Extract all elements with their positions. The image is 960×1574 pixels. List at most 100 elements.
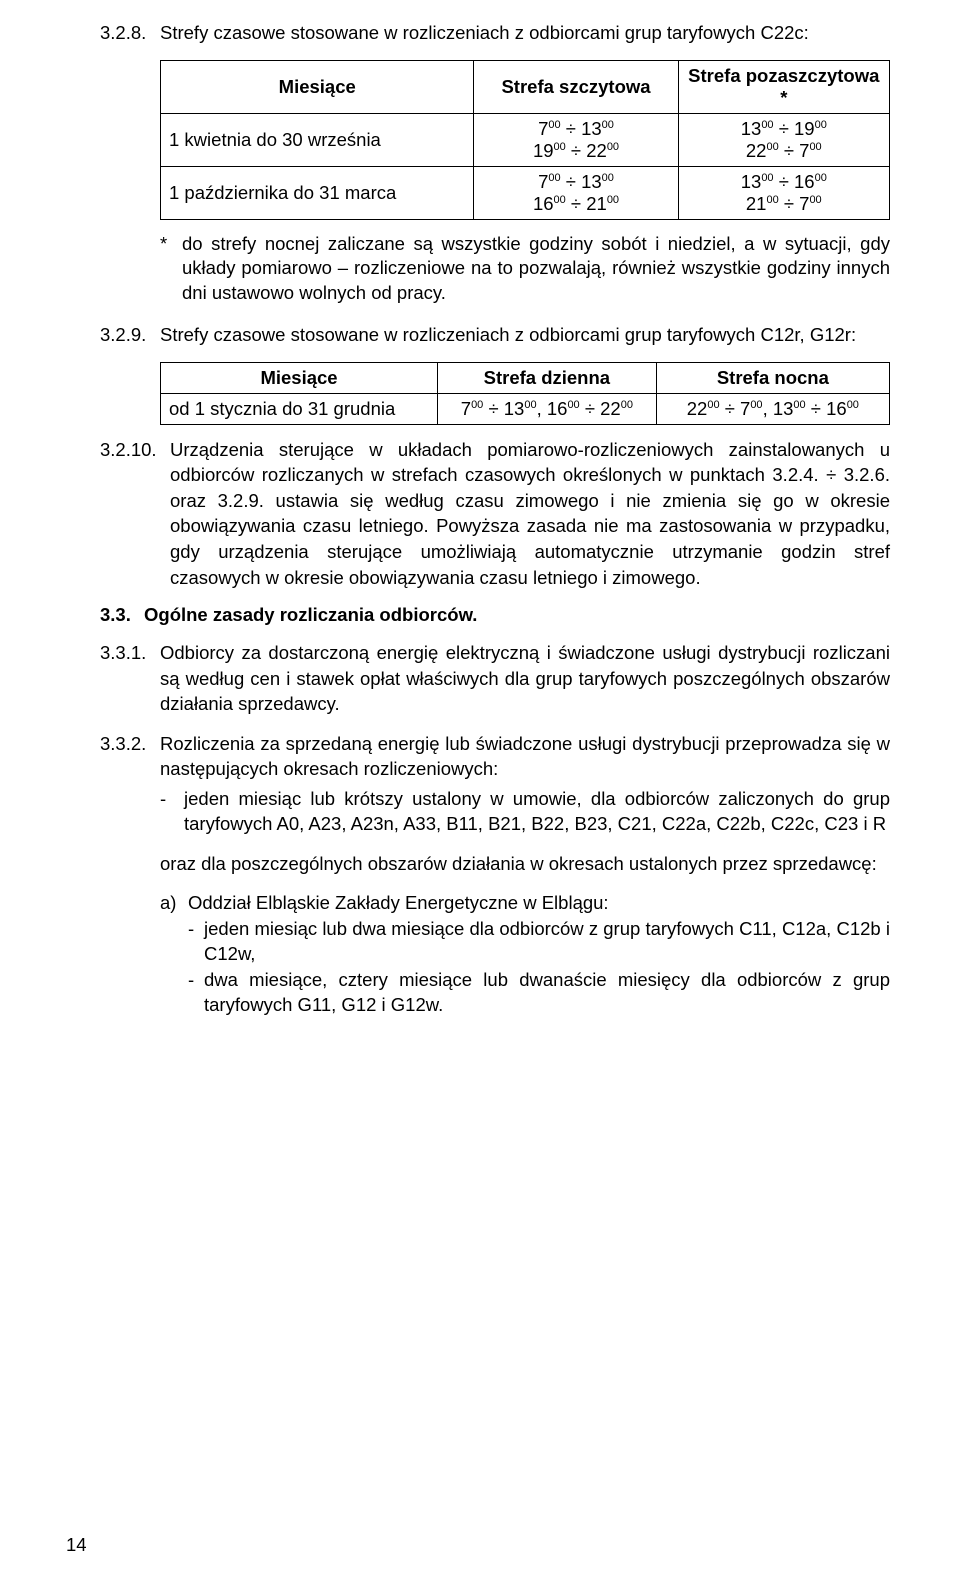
item-number: 3.3.2. [100,731,160,757]
heading-text: Ogólne zasady rozliczania odbiorców. [144,604,477,626]
item-text: Rozliczenia za sprzedaną energię lub świ… [160,731,890,782]
item-text: Strefy czasowe stosowane w rozliczeniach… [160,322,890,348]
sup: 00 [809,140,821,152]
th-offpeak: Strefa pozaszczytowa * [678,60,889,113]
t: 21 [746,193,767,214]
t: ÷ 22 [580,398,621,419]
sup: 00 [607,193,619,205]
sup: 00 [766,193,778,205]
table-329-wrap: Miesiące Strefa dzienna Strefa nocna od … [100,362,890,425]
item-3-3-1: 3.3.1. Odbiorcy za dostarczoną energię e… [100,640,890,717]
sub-dash-item: - jeden miesiąc lub dwa miesiące dla odb… [160,916,890,967]
dash-text: jeden miesiąc lub krótszy ustalony w umo… [184,786,890,837]
t: , 13 [763,398,794,419]
page: 3.2.8. Strefy czasowe stosowane w rozlic… [0,0,960,1574]
sup: 00 [847,399,859,411]
table-329: Miesiące Strefa dzienna Strefa nocna od … [160,362,890,425]
sup: 00 [602,171,614,183]
footnote-text: do strefy nocnej zaliczane są wszystkie … [182,232,890,307]
t: 13 [741,171,762,192]
th-peak: Strefa szczytowa [474,60,678,113]
table-row: od 1 stycznia do 31 grudnia 700 ÷ 1300, … [161,393,890,424]
sup: 00 [750,399,762,411]
heading-3-3: 3.3. Ogólne zasady rozliczania odbiorców… [100,604,890,626]
footnote: * do strefy nocnej zaliczane są wszystki… [160,232,890,307]
heading-number: 3.3. [100,604,144,626]
t: ÷ 16 [806,398,847,419]
t: 7 [538,118,548,139]
sup: 00 [548,171,560,183]
t: 13 [741,118,762,139]
t: ÷ 22 [566,140,607,161]
cell-offpeak: 1300 ÷ 1600 2100 ÷ 700 [678,166,889,219]
th-night: Strefa nocna [656,362,889,393]
table-header-row: Miesiące Strefa dzienna Strefa nocna [161,362,890,393]
t: , 16 [537,398,568,419]
sup: 00 [602,118,614,130]
footnote-star: * [160,232,182,307]
th-day: Strefa dzienna [438,362,657,393]
sup: 00 [761,118,773,130]
item-3-2-9: 3.2.9. Strefy czasowe stosowane w rozlic… [100,322,890,348]
item-number: 3.3.1. [100,640,160,666]
sup: 00 [554,140,566,152]
th-months: Miesiące [161,362,438,393]
table-328-wrap: Miesiące Strefa szczytowa Strefa pozaszc… [100,60,890,307]
t: ÷ 13 [483,398,524,419]
t: 16 [533,193,554,214]
t: 19 [533,140,554,161]
page-number: 14 [66,1534,87,1556]
t: ÷ 13 [561,171,602,192]
sup: 00 [815,171,827,183]
table-row: 1 października do 31 marca 700 ÷ 1300 16… [161,166,890,219]
item-3-2-10: 3.2.10. Urządzenia sterujące w układach … [100,437,890,590]
cell-months: 1 kwietnia do 30 września [161,113,474,166]
sup: 00 [607,140,619,152]
sup: 00 [793,399,805,411]
t: ÷ 7 [779,193,810,214]
cell-peak: 700 ÷ 1300 1900 ÷ 2200 [474,113,678,166]
t: ÷ 19 [774,118,815,139]
dash-text: dwa miesiące, cztery miesiące lub dwanaś… [204,967,890,1018]
table-row: 1 kwietnia do 30 września 700 ÷ 1300 190… [161,113,890,166]
sup: 00 [766,140,778,152]
sub-dash-item: - dwa miesiące, cztery miesiące lub dwan… [160,967,890,1018]
t: ÷ 21 [566,193,607,214]
t: 22 [687,398,708,419]
cell-peak: 700 ÷ 1300 1600 ÷ 2100 [474,166,678,219]
sup: 00 [471,399,483,411]
table-328: Miesiące Strefa szczytowa Strefa pozaszc… [160,60,890,220]
sup: 00 [809,193,821,205]
dash-text: jeden miesiąc lub dwa miesiące dla odbio… [204,916,890,967]
item-text: Strefy czasowe stosowane w rozliczeniach… [160,20,890,46]
cell-offpeak: 1300 ÷ 1900 2200 ÷ 700 [678,113,889,166]
table-header-row: Miesiące Strefa szczytowa Strefa pozaszc… [161,60,890,113]
item-number: 3.2.8. [100,20,160,46]
dash-icon: - [160,786,184,837]
sup: 00 [548,118,560,130]
item-text: Odbiorcy za dostarczoną energię elektryc… [160,640,890,717]
paragraph-oraz: oraz dla poszczególnych obszarów działan… [100,851,890,877]
item-3-3-2: 3.3.2. Rozliczenia za sprzedaną energię … [100,731,890,782]
item-3-2-8: 3.2.8. Strefy czasowe stosowane w rozlic… [100,20,890,46]
sup: 00 [524,399,536,411]
dash-item: - jeden miesiąc lub krótszy ustalony w u… [160,786,890,837]
dash-icon: - [188,967,204,1018]
t: ÷ 16 [774,171,815,192]
cell-months: od 1 stycznia do 31 grudnia [161,393,438,424]
item-number: 3.2.9. [100,322,160,348]
t: ÷ 7 [720,398,751,419]
letter-text: Oddział Elbląskie Zakłady Energetyczne w… [188,890,890,916]
t: 7 [538,171,548,192]
sup: 00 [815,118,827,130]
sup: 00 [621,399,633,411]
sup: 00 [761,171,773,183]
cell-months: 1 października do 31 marca [161,166,474,219]
sup: 00 [567,399,579,411]
sup: 00 [554,193,566,205]
t: 7 [461,398,471,419]
t: ÷ 7 [779,140,810,161]
dash-icon: - [188,916,204,967]
cell-night: 2200 ÷ 700, 1300 ÷ 1600 [656,393,889,424]
letter-label: a) [160,890,188,916]
